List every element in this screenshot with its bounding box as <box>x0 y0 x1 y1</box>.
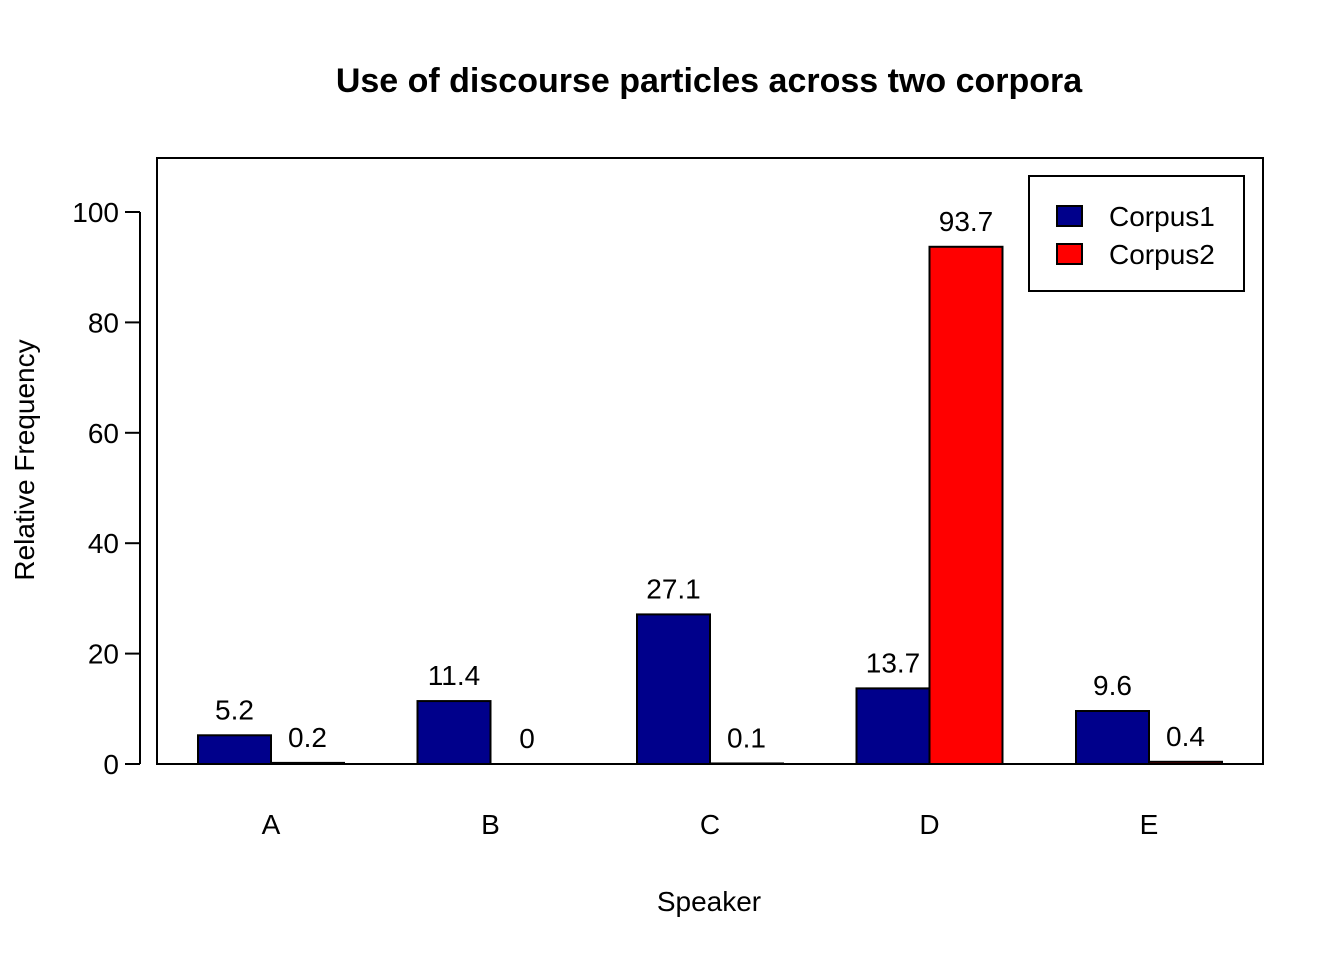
legend-swatch-corpus1 <box>1056 205 1083 227</box>
bar-corpus1-c <box>636 613 711 766</box>
bars <box>197 245 1223 766</box>
x-tick-label-a: A <box>262 809 281 840</box>
value-labels: 5.2 0.2 11.4 0 27.1 0.1 13.7 93.7 9.6 0.4 <box>215 206 1205 754</box>
value-label-corpus1-a: 5.2 <box>215 694 254 725</box>
x-tick-label-c: C <box>700 809 720 840</box>
y-tick-label: 60 <box>88 418 119 449</box>
value-label-corpus1-c: 27.1 <box>646 573 701 604</box>
value-label-corpus2-a: 0.2 <box>288 722 327 753</box>
bar-corpus2-e <box>1148 760 1223 765</box>
bar-corpus1-a <box>197 734 272 766</box>
y-tick-label: 0 <box>103 749 119 780</box>
legend-box <box>1028 175 1245 292</box>
bar-corpus2-a <box>270 761 345 765</box>
value-label-corpus1-d: 13.7 <box>866 647 921 678</box>
x-tick-label-d: D <box>919 809 939 840</box>
bar-corpus2-d <box>928 245 1004 765</box>
value-label-corpus2-d: 93.7 <box>939 206 994 237</box>
value-label-corpus2-c: 0.1 <box>727 722 766 753</box>
value-label-corpus2-b: 0 <box>519 723 535 754</box>
bar-corpus1-b <box>416 700 492 766</box>
chart-title: Use of discourse particles across two co… <box>336 62 1083 100</box>
x-tick-label-e: E <box>1140 809 1159 840</box>
x-axis-title: Speaker <box>657 886 761 917</box>
legend-label-corpus1: Corpus1 <box>1109 201 1215 232</box>
legend-label-corpus2: Corpus2 <box>1109 239 1215 270</box>
bar-corpus1-e <box>1075 710 1150 765</box>
y-axis: 0 20 40 60 80 100 <box>72 197 141 780</box>
x-tick-label-b: B <box>481 809 500 840</box>
value-label-corpus2-e: 0.4 <box>1166 721 1205 752</box>
y-tick-label: 40 <box>88 528 119 559</box>
value-label-corpus1-e: 9.6 <box>1093 670 1132 701</box>
bar-corpus1-d <box>855 687 931 765</box>
y-axis-title: Relative Frequency <box>9 339 40 580</box>
legend-swatch-corpus2 <box>1056 243 1083 265</box>
value-label-corpus1-b: 11.4 <box>428 660 480 691</box>
y-tick-label: 80 <box>88 307 119 338</box>
y-tick-label: 20 <box>88 639 119 670</box>
legend: Corpus1 Corpus2 <box>1028 175 1245 292</box>
bar-corpus2-c <box>709 762 784 765</box>
y-tick-label: 100 <box>72 197 119 228</box>
x-tick-labels: A B C D E <box>262 809 1159 840</box>
